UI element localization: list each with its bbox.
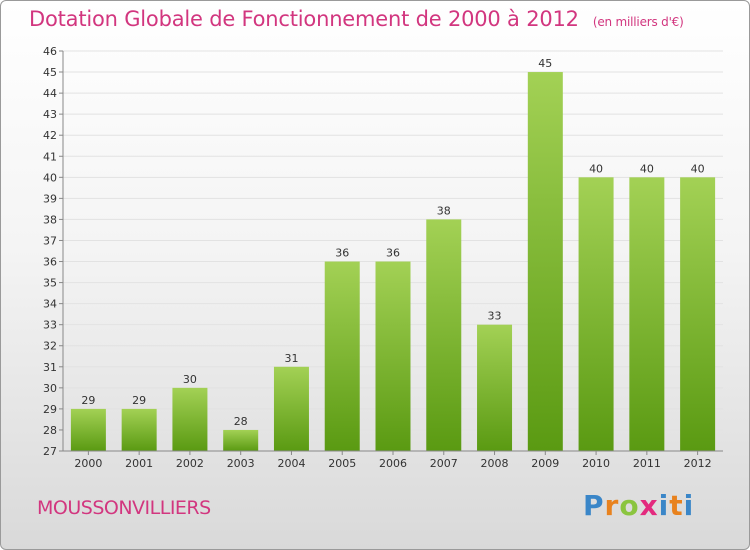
- x-tick-label: 2004: [277, 457, 305, 470]
- y-tick-label: 33: [43, 319, 57, 332]
- bar-value-label: 40: [589, 162, 603, 175]
- y-tick-label: 30: [43, 382, 57, 395]
- y-tick-label: 42: [43, 129, 57, 142]
- y-tick-label: 40: [43, 171, 57, 184]
- bar: [680, 177, 716, 451]
- axes: [59, 50, 723, 455]
- y-tick-label: 28: [43, 424, 57, 437]
- bar: [426, 219, 462, 451]
- x-tick-label: 2010: [582, 457, 610, 470]
- proxiti-logo[interactable]: Proxiti: [583, 489, 695, 522]
- commune-name: MOUSSONVILLIERS: [37, 497, 211, 519]
- bar-value-label: 40: [691, 162, 705, 175]
- bars: [70, 72, 716, 451]
- bar: [578, 177, 614, 451]
- bar: [121, 408, 157, 451]
- y-tick-label: 45: [43, 66, 57, 79]
- y-tick-label: 31: [43, 361, 57, 374]
- bar-value-label: 45: [538, 57, 552, 70]
- bar: [375, 261, 411, 451]
- bar-value-label: 28: [234, 415, 248, 428]
- bar: [629, 177, 665, 451]
- bar: [70, 408, 106, 451]
- y-tick-label: 27: [43, 445, 57, 458]
- bar: [223, 429, 259, 451]
- bar-value-label: 31: [284, 352, 298, 365]
- x-tick-label: 2009: [531, 457, 559, 470]
- y-tick-label: 36: [43, 256, 57, 269]
- y-tick-label: 44: [43, 87, 57, 100]
- labels: 27 28 29 30 31 32 33 34 35 36 37 38 39 40 41 42 43 44 45 46…: [43, 45, 712, 470]
- bar-value-label: 40: [640, 162, 654, 175]
- x-tick-label: 2003: [227, 457, 255, 470]
- y-tick-label: 46: [43, 45, 57, 58]
- y-tick-label: 38: [43, 213, 57, 226]
- x-tick-label: 2001: [125, 457, 153, 470]
- bar-value-label: 36: [335, 247, 349, 260]
- y-tick-label: 29: [43, 403, 57, 416]
- x-tick-label: 2008: [481, 457, 509, 470]
- x-tick-label: 2012: [684, 457, 712, 470]
- bar: [527, 72, 563, 451]
- bar-value-label: 30: [183, 373, 197, 386]
- y-tick-label: 39: [43, 192, 57, 205]
- y-tick-label: 37: [43, 234, 57, 247]
- x-tick-label: 2005: [328, 457, 356, 470]
- y-tick-label: 41: [43, 150, 57, 163]
- bar-value-label: 33: [488, 310, 502, 323]
- bar: [477, 324, 513, 451]
- bar-value-label: 36: [386, 247, 400, 260]
- bar: [172, 387, 208, 451]
- y-tick-label: 35: [43, 277, 57, 290]
- x-tick-label: 2000: [74, 457, 102, 470]
- y-tick-label: 34: [43, 298, 57, 311]
- bar: [324, 261, 360, 451]
- bar: [273, 366, 309, 451]
- chart-title: Dotation Globale de Fonctionnement de 20…: [29, 7, 684, 31]
- bar-value-label: 29: [132, 394, 146, 407]
- y-tick-label: 43: [43, 108, 57, 121]
- y-tick-label: 32: [43, 340, 57, 353]
- x-tick-label: 2006: [379, 457, 407, 470]
- chart-unit: (en milliers d'€): [592, 15, 684, 29]
- x-tick-label: 2011: [633, 457, 661, 470]
- chart-title-text: Dotation Globale de Fonctionnement de 20…: [29, 7, 579, 31]
- x-tick-label: 2007: [430, 457, 458, 470]
- bar-value-label: 38: [437, 204, 451, 217]
- bar-value-label: 29: [81, 394, 95, 407]
- x-tick-label: 2002: [176, 457, 204, 470]
